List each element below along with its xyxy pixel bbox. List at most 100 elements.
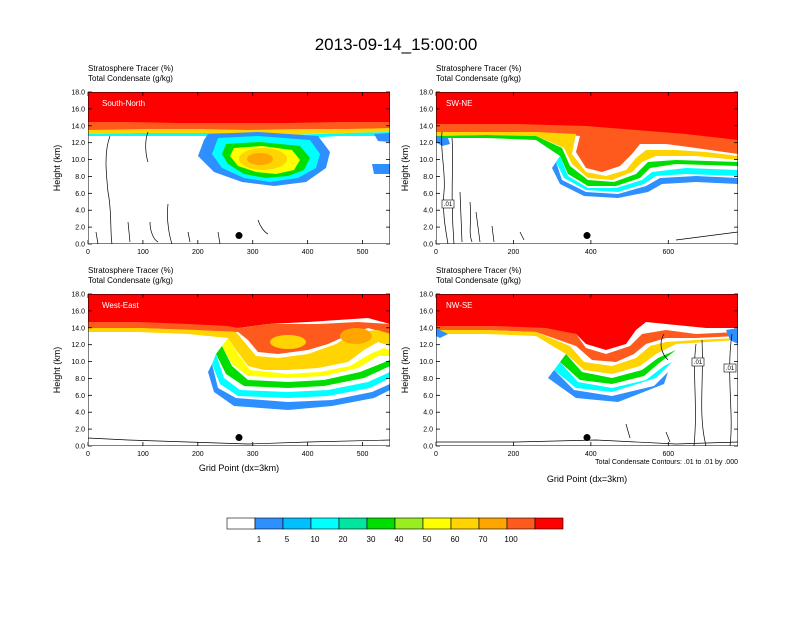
location-marker	[583, 232, 591, 240]
panel-name-label: West-East	[102, 301, 140, 310]
y-axis-label: Height (km)	[400, 145, 410, 192]
y-tick-label: 2.0	[75, 225, 85, 232]
x-tick-label: 600	[662, 451, 674, 458]
x-tick-label: 100	[137, 249, 149, 256]
y-tick-label: 16.0	[419, 308, 433, 315]
y-axis: 0.0 2.0 4.0 6.0 8.0 10.0 12.0 14.0 16.0 18.0	[71, 90, 390, 249]
colorbar-level-label: 20	[339, 535, 348, 544]
x-axis: 0 100 200 300 400 500	[86, 294, 368, 458]
colorbar-swatch	[282, 517, 312, 530]
y-tick-label: 16.0	[71, 106, 85, 113]
colorbar-swatch	[366, 517, 396, 530]
x-tick-label: 0	[86, 451, 90, 458]
panel-name-label: South-North	[102, 99, 145, 108]
panel-subtitle-tracer: Stratosphere Tracer (%)	[436, 64, 522, 73]
y-tick-label: 4.0	[423, 410, 433, 417]
contour-label: .01	[694, 360, 703, 366]
panel-south-north: Stratosphere Tracer (%) Total Condensate…	[52, 64, 390, 256]
x-tick-label: 0	[434, 249, 438, 256]
plot-area: .01 .01	[436, 294, 738, 446]
y-tick-label: 18.0	[71, 292, 85, 299]
x-axis: 0 200 400 600	[434, 92, 674, 256]
x-tick-label: 200	[508, 249, 520, 256]
panel-subtitle-tracer: Stratosphere Tracer (%)	[88, 266, 174, 275]
colorbar-swatch	[534, 517, 564, 530]
y-tick-label: 6.0	[75, 191, 85, 198]
y-tick-label: 14.0	[419, 123, 433, 130]
x-tick-label: 200	[508, 451, 520, 458]
location-marker	[235, 434, 243, 442]
y-axis-label: Height (km)	[52, 145, 62, 192]
x-tick-label: 100	[137, 451, 149, 458]
y-tick-label: 6.0	[423, 191, 433, 198]
y-tick-label: 14.0	[71, 325, 85, 332]
y-tick-label: 14.0	[419, 325, 433, 332]
y-axis: 0.0 2.0 4.0 6.0 8.0 10.0 12.0 14.0 16.0 18.0	[71, 292, 390, 451]
y-tick-label: 6.0	[75, 393, 85, 400]
x-tick-label: 400	[585, 249, 597, 256]
colorbar-level-label: 5	[285, 535, 290, 544]
x-tick-label: 600	[662, 249, 674, 256]
x-axis-label: Grid Point (dx=3km)	[199, 463, 279, 473]
y-tick-label: 10.0	[419, 157, 433, 164]
panel-subtitle-condensate: Total Condensate (g/kg)	[436, 276, 521, 285]
y-tick-label: 18.0	[419, 292, 433, 299]
colorbar-swatch	[310, 517, 340, 530]
y-tick-label: 8.0	[75, 376, 85, 383]
y-tick-label: 12.0	[71, 140, 85, 147]
panel-subtitle-condensate: Total Condensate (g/kg)	[436, 74, 521, 83]
plot-area	[88, 92, 390, 244]
y-axis-label: Height (km)	[52, 347, 62, 394]
y-tick-label: 10.0	[419, 359, 433, 366]
x-tick-label: 400	[302, 451, 314, 458]
x-tick-label: 400	[302, 249, 314, 256]
y-tick-label: 18.0	[71, 90, 85, 97]
x-tick-label: 300	[247, 451, 259, 458]
y-tick-label: 2.0	[423, 225, 433, 232]
colorbar-level-label: 100	[504, 535, 518, 544]
x-axis: 0 200 400 600	[434, 294, 674, 458]
y-tick-label: 16.0	[71, 308, 85, 315]
y-tick-label: 0.0	[423, 444, 433, 451]
y-tick-label: 10.0	[71, 359, 85, 366]
panel-name-label: NW-SE	[446, 301, 473, 310]
figure-title: 2013-09-14_15:00:00	[315, 35, 478, 54]
contour-footnote: Total Condensate Contours: .01 to .01 by…	[595, 459, 738, 466]
y-tick-label: 12.0	[419, 342, 433, 349]
panel-sw-ne: Stratosphere Tracer (%) Total Condensate…	[400, 64, 738, 256]
x-tick-label: 400	[585, 451, 597, 458]
panel-subtitle-tracer: Stratosphere Tracer (%)	[88, 64, 174, 73]
colorbar-level-label: 10	[311, 535, 320, 544]
panel-subtitle-condensate: Total Condensate (g/kg)	[88, 276, 173, 285]
y-axis-label: Height (km)	[400, 347, 410, 394]
y-axis: 0.0 2.0 4.0 6.0 8.0 10.0 12.0 14.0 16.0 18.0	[419, 292, 738, 451]
colorbar-swatch	[338, 517, 368, 530]
y-tick-label: 12.0	[71, 342, 85, 349]
y-tick-label: 8.0	[75, 174, 85, 181]
panel-name-label: SW-NE	[446, 99, 473, 108]
y-tick-label: 6.0	[423, 393, 433, 400]
contour-label: .01	[444, 202, 453, 208]
y-tick-label: 4.0	[75, 208, 85, 215]
y-tick-label: 4.0	[423, 208, 433, 215]
plot-area: .01	[436, 92, 738, 244]
y-tick-label: 10.0	[71, 157, 85, 164]
plot-area	[88, 294, 390, 446]
location-marker	[583, 434, 591, 442]
colorbar-level-label: 50	[423, 535, 432, 544]
y-tick-label: 0.0	[75, 242, 85, 249]
colorbar-level-label: 40	[395, 535, 404, 544]
colorbar: 1 5 10 20 30 40 50 60 70 100	[226, 517, 564, 544]
panel-subtitle-tracer: Stratosphere Tracer (%)	[436, 266, 522, 275]
panel-subtitle-condensate: Total Condensate (g/kg)	[88, 74, 173, 83]
y-tick-label: 2.0	[423, 427, 433, 434]
panel-west-east: Stratosphere Tracer (%) Total Condensate…	[52, 266, 390, 473]
colorbar-swatch	[394, 517, 424, 530]
y-tick-label: 18.0	[419, 90, 433, 97]
colorbar-swatch	[226, 517, 256, 530]
x-tick-label: 500	[357, 451, 369, 458]
colorbar-level-label: 60	[451, 535, 460, 544]
contour-label: .01	[726, 366, 735, 372]
y-tick-label: 0.0	[423, 242, 433, 249]
